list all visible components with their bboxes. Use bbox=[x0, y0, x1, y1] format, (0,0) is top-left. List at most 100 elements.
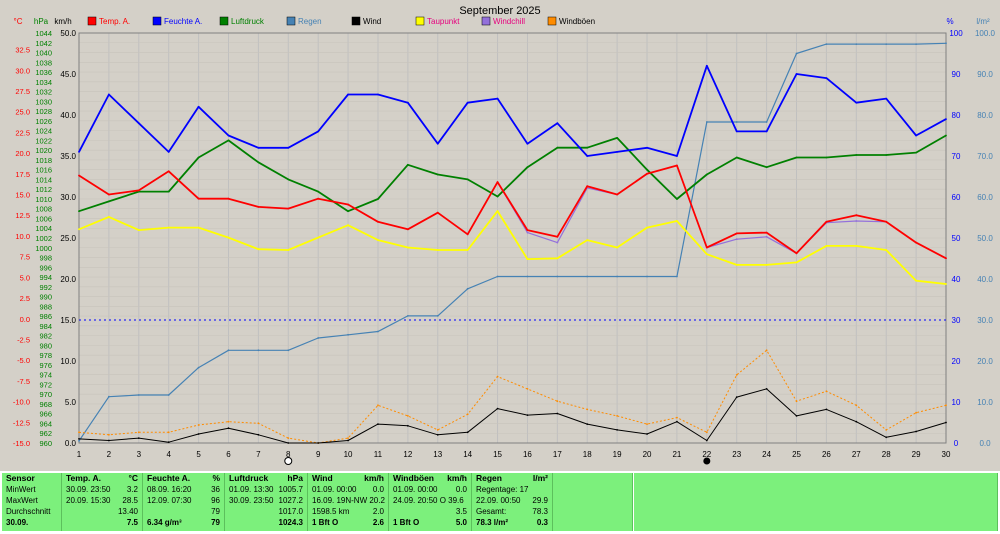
data-point-taupunkt bbox=[197, 226, 200, 229]
stats-column-windb-en: Windböen km/h 01.09. 00:00 0.0 24.09. 20:50 … bbox=[389, 473, 472, 531]
data-point-regen bbox=[825, 43, 828, 45]
data-point-taupunkt bbox=[167, 226, 170, 229]
series-line-taupunkt bbox=[78, 210, 947, 285]
data-point-feuchte-a bbox=[855, 101, 858, 104]
x-tick-label: 26 bbox=[822, 450, 831, 459]
data-point-taupunkt bbox=[107, 216, 110, 218]
data-point-temp-a bbox=[167, 170, 170, 173]
data-point-temp-a bbox=[526, 229, 529, 232]
temp-tick-label: -5.0 bbox=[17, 356, 30, 365]
legend-label: Windchill bbox=[493, 17, 525, 26]
data-point-regen bbox=[167, 394, 170, 396]
data-point-luftdruck bbox=[466, 178, 469, 181]
rain-unit-label: l/m² bbox=[976, 17, 990, 26]
pressure-unit-label: hPa bbox=[34, 17, 49, 26]
x-tick-label: 29 bbox=[912, 450, 921, 459]
legend-label: Windböen bbox=[559, 17, 595, 26]
data-point-luftdruck bbox=[556, 146, 559, 149]
pressure-tick-label: 984 bbox=[39, 322, 52, 331]
data-point-luftdruck bbox=[526, 166, 529, 169]
temp-tick-label: 27.5 bbox=[15, 87, 30, 96]
data-point-wind bbox=[107, 439, 110, 442]
data-point-wind bbox=[855, 420, 858, 423]
pressure-tick-label: 1002 bbox=[35, 234, 52, 243]
data-point-temp-a bbox=[107, 193, 110, 196]
temp-tick-label: 32.5 bbox=[15, 46, 30, 55]
legend-label: Wind bbox=[363, 17, 381, 26]
stats-row: 22.09. 00:50 29.9 bbox=[476, 496, 548, 505]
data-point-temp-a bbox=[855, 214, 858, 217]
data-point-windb-en bbox=[377, 404, 379, 407]
temp-tick-label: 7.5 bbox=[20, 253, 30, 262]
data-point-windb-en bbox=[347, 437, 349, 439]
data-point-luftdruck bbox=[347, 210, 349, 213]
x-tick-label: 23 bbox=[732, 450, 741, 459]
temp-tick-label: 22.5 bbox=[15, 128, 30, 137]
data-point-windchill bbox=[556, 241, 559, 244]
data-point-temp-a bbox=[795, 252, 798, 255]
data-point-windb-en bbox=[556, 400, 559, 403]
humidity-tick-label: 70 bbox=[952, 152, 961, 161]
humidity-tick-label: 90 bbox=[952, 70, 961, 79]
data-point-temp-a bbox=[406, 228, 409, 231]
data-point-feuchte-a bbox=[107, 93, 110, 96]
data-point-wind bbox=[137, 437, 140, 439]
rain-tick-label: 90.0 bbox=[977, 70, 993, 79]
legend-swatch bbox=[481, 16, 491, 26]
x-tick-label: 9 bbox=[316, 450, 321, 459]
stats-row: 12.09. 07:30 96 bbox=[147, 496, 220, 505]
data-point-taupunkt bbox=[466, 249, 469, 251]
pressure-tick-label: 1004 bbox=[35, 224, 52, 233]
data-point-feuchte-a bbox=[646, 146, 648, 149]
data-point-luftdruck bbox=[377, 198, 379, 200]
data-point-wind bbox=[765, 388, 768, 390]
data-point-taupunkt bbox=[735, 264, 738, 266]
legend-label: Regen bbox=[298, 17, 322, 26]
data-point-temp-a bbox=[466, 233, 469, 236]
data-point-windb-en bbox=[735, 374, 738, 376]
x-tick-label: 14 bbox=[463, 450, 472, 459]
data-point-regen bbox=[406, 315, 409, 317]
stats-row: 1 Bft O 2.6 bbox=[312, 518, 384, 527]
data-point-wind bbox=[78, 438, 80, 440]
data-point-temp-a bbox=[347, 203, 349, 206]
data-point-temp-a bbox=[137, 189, 140, 192]
data-point-feuchte-a bbox=[257, 146, 260, 149]
data-point-wind bbox=[646, 433, 648, 435]
data-point-wind bbox=[526, 414, 529, 416]
data-point-feuchte-a bbox=[496, 97, 499, 100]
data-point-taupunkt bbox=[855, 245, 858, 247]
wind-tick-label: 40.0 bbox=[60, 111, 76, 120]
data-point-regen bbox=[586, 275, 589, 278]
humidity-tick-label: 10 bbox=[952, 398, 961, 407]
data-point-temp-a bbox=[825, 220, 828, 223]
stats-row: 01.09. 00:00 0.0 bbox=[393, 485, 467, 494]
data-point-feuchte-a bbox=[915, 134, 918, 137]
humidity-unit-label: % bbox=[946, 17, 953, 26]
data-point-regen bbox=[107, 395, 110, 398]
stats-filler bbox=[553, 473, 633, 531]
pressure-tick-label: 990 bbox=[39, 293, 52, 302]
temp-tick-label: -15.0 bbox=[13, 439, 30, 448]
data-point-windb-en bbox=[496, 375, 499, 378]
data-point-feuchte-a bbox=[616, 151, 619, 153]
data-point-wind bbox=[347, 439, 349, 442]
pressure-tick-label: 976 bbox=[39, 361, 52, 370]
data-point-regen bbox=[556, 275, 559, 278]
plot-border bbox=[78, 32, 947, 444]
data-point-regen bbox=[287, 349, 290, 352]
wind-tick-label: 20.0 bbox=[60, 275, 76, 284]
data-point-windb-en bbox=[915, 411, 918, 414]
pressure-tick-label: 1014 bbox=[35, 175, 52, 184]
pressure-tick-label: 1044 bbox=[35, 29, 52, 38]
data-point-luftdruck bbox=[287, 178, 290, 181]
humidity-tick-label: 40 bbox=[952, 275, 961, 284]
stats-row: Durchschnitt bbox=[6, 507, 51, 516]
stats-row: 6.34 g/m³ 79 bbox=[147, 518, 220, 527]
data-point-wind bbox=[586, 423, 589, 425]
stats-header: Wind km/h bbox=[312, 473, 384, 483]
data-point-taupunkt bbox=[795, 261, 798, 264]
x-tick-label: 11 bbox=[374, 450, 383, 459]
data-point-wind bbox=[945, 421, 947, 424]
data-point-taupunkt bbox=[945, 283, 947, 285]
